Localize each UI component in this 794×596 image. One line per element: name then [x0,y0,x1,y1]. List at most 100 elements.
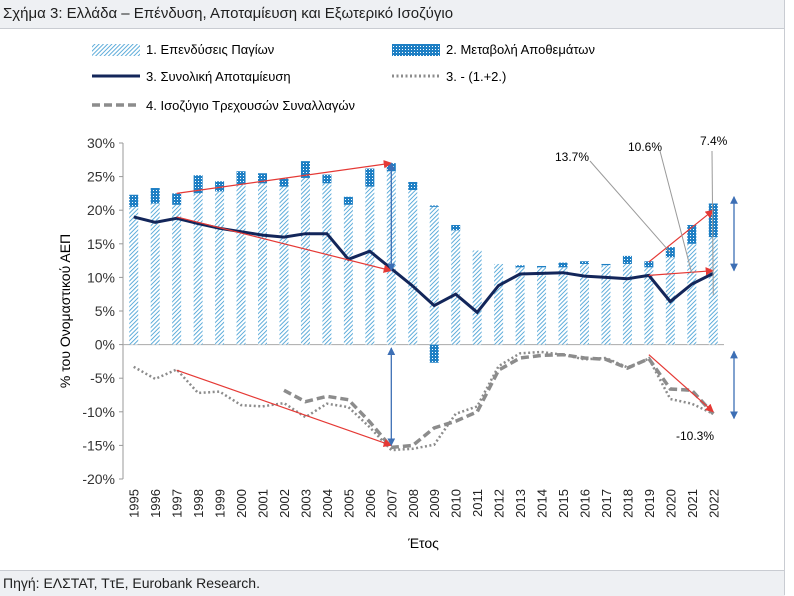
x-tick-label: 2011 [470,489,485,517]
chart: 1. Επενδύσεις Παγίων 2. Μεταβολή Αποθεμά… [57,42,738,551]
x-tick-label: 2022 [706,489,721,518]
x-tick-label: 2006 [363,489,378,518]
y-tick-label: -10% [82,404,115,420]
x-tick-label: 2004 [320,489,335,518]
x-tick-label: 2017 [599,489,614,518]
bar-fixed-investment [644,267,654,345]
legend-item-savings-minus-investment: 3. - (1.+2.) [392,69,506,84]
annotation-arrows [176,150,738,447]
arrow-balance-recent [648,354,714,413]
line-savings-minus-investment [133,350,714,452]
legend-swatch-dots [392,44,440,56]
x-tick-label: 2008 [406,489,421,518]
bar-fixed-investment [322,183,332,345]
y-tick-label: 0% [95,337,115,353]
x-tick-label: 2016 [577,489,592,518]
y-axis-title: % του Ονομαστικού ΑΕΠ [57,234,73,388]
bar-inventory-change [343,196,353,205]
bar-fixed-investment [408,190,418,345]
figure-title: Σχήμα 3: Ελλάδα – Επένδυση, Αποταμίευση … [3,5,454,22]
x-tick-label: 2019 [642,489,657,518]
bar-inventory-change [429,205,439,207]
bar-fixed-investment [300,177,310,345]
bar-fixed-investment [558,267,568,345]
x-tick-label: 2009 [427,489,442,518]
bar-inventory-change [258,173,268,184]
bar-fixed-investment [687,243,697,345]
bar-fixed-investment [429,206,439,345]
bar-inventory-change [193,175,203,194]
bar-inventory-change [150,188,160,204]
bar-fixed-investment [472,250,482,345]
x-tick-label: 2018 [620,489,635,518]
legend-item-inventory-change: 2. Μεταβολή Αποθεμάτων [392,42,595,57]
bar-inventory-change [644,261,654,268]
annotation-minus-10-3: -10.3% [676,429,714,443]
footer-bar: Πηγή: ΕΛΣΤΑΤ, ΤτΕ, Eurobank Research. [0,570,785,596]
arrow-balance-fall [176,369,393,447]
bar-fixed-investment [279,186,289,345]
y-tick-label: 5% [95,303,115,319]
bar-inventory-change-negative [429,344,439,363]
bar-inventory-change [687,224,697,244]
bar-inventory-change [322,174,332,184]
bar-inventory-change [708,203,718,238]
bar-fixed-investment [236,184,246,345]
leader-10-6 [659,150,693,274]
y-tick-label: -15% [82,437,115,453]
bar-inventory-change [279,178,289,187]
x-tick-label: 2001 [256,489,271,518]
legend-item-current-account: 4. Ισοζύγιο Τρεχουσών Συναλλαγών [92,98,355,113]
bar-inventory-change [537,265,547,268]
bar-fixed-investment [172,204,182,345]
bar-inventory-change [579,261,589,264]
bar-fixed-investment [622,263,632,345]
bar-inventory-change [236,171,246,185]
x-tick-label: 1996 [148,489,163,518]
bar-inventory-change [365,168,375,187]
x-tick-label: 2002 [277,489,292,518]
x-tick-label: 2000 [234,489,249,518]
bar-fixed-investment [515,267,525,345]
bar-inventory-change [408,181,418,191]
legend-label-savings-minus-investment: 3. - (1.+2.) [446,69,506,84]
x-tick-label: 1998 [191,489,206,518]
bar-inventory-change [215,181,225,192]
bar-fixed-investment [150,203,160,345]
bar-inventory-change [622,255,632,264]
bar-inventory-change [601,263,611,266]
bar-fixed-investment [579,263,589,345]
x-tick-label: 1997 [170,489,185,518]
bar-fixed-investment [343,204,353,345]
x-tick-label: 1995 [127,489,142,518]
x-tick-label: 1999 [213,489,228,518]
leader-7-4 [711,150,714,295]
legend-item-total-savings: 3. Συνολική Αποταμίευση [92,69,291,84]
leader-13-7 [589,160,671,253]
legend: 1. Επενδύσεις Παγίων 2. Μεταβολή Αποθεμά… [92,42,595,113]
bars [129,161,718,363]
bar-inventory-change [515,265,525,268]
arrow-savings-fall [176,216,393,273]
title-bar: Σχήμα 3: Ελλάδα – Επένδυση, Αποταμίευση … [0,0,785,29]
bar-inventory-change [300,161,310,178]
bar-inventory-change [558,262,568,268]
x-tick-label: 2010 [449,489,464,518]
x-axis-title: Έτος [407,535,439,551]
x-tick-label: 2013 [513,489,528,518]
annotation-10-6: 10.6% [628,140,662,154]
x-tick-label: 2020 [663,489,678,518]
legend-label-current-account: 4. Ισοζύγιο Τρεχουσών Συναλλαγών [146,98,355,113]
bar-fixed-investment [601,265,611,345]
legend-label-fixed-investment: 1. Επενδύσεις Παγίων [146,42,274,57]
arrow-savings-recent [648,267,715,276]
legend-label-total-savings: 3. Συνολική Αποταμίευση [146,69,291,84]
y-tick-label: -20% [82,471,115,487]
x-axis: 1995 1996 1997 1998 1999 2000 2001 2002 2003 2004… [123,344,724,518]
legend-swatch-hatch [92,44,140,56]
bar-fixed-investment [193,193,203,345]
y-tick-label: 30% [87,135,115,151]
x-tick-label: 2012 [492,489,507,518]
y-tick-label: 25% [87,169,115,185]
arrow-investment-rise [176,160,393,194]
